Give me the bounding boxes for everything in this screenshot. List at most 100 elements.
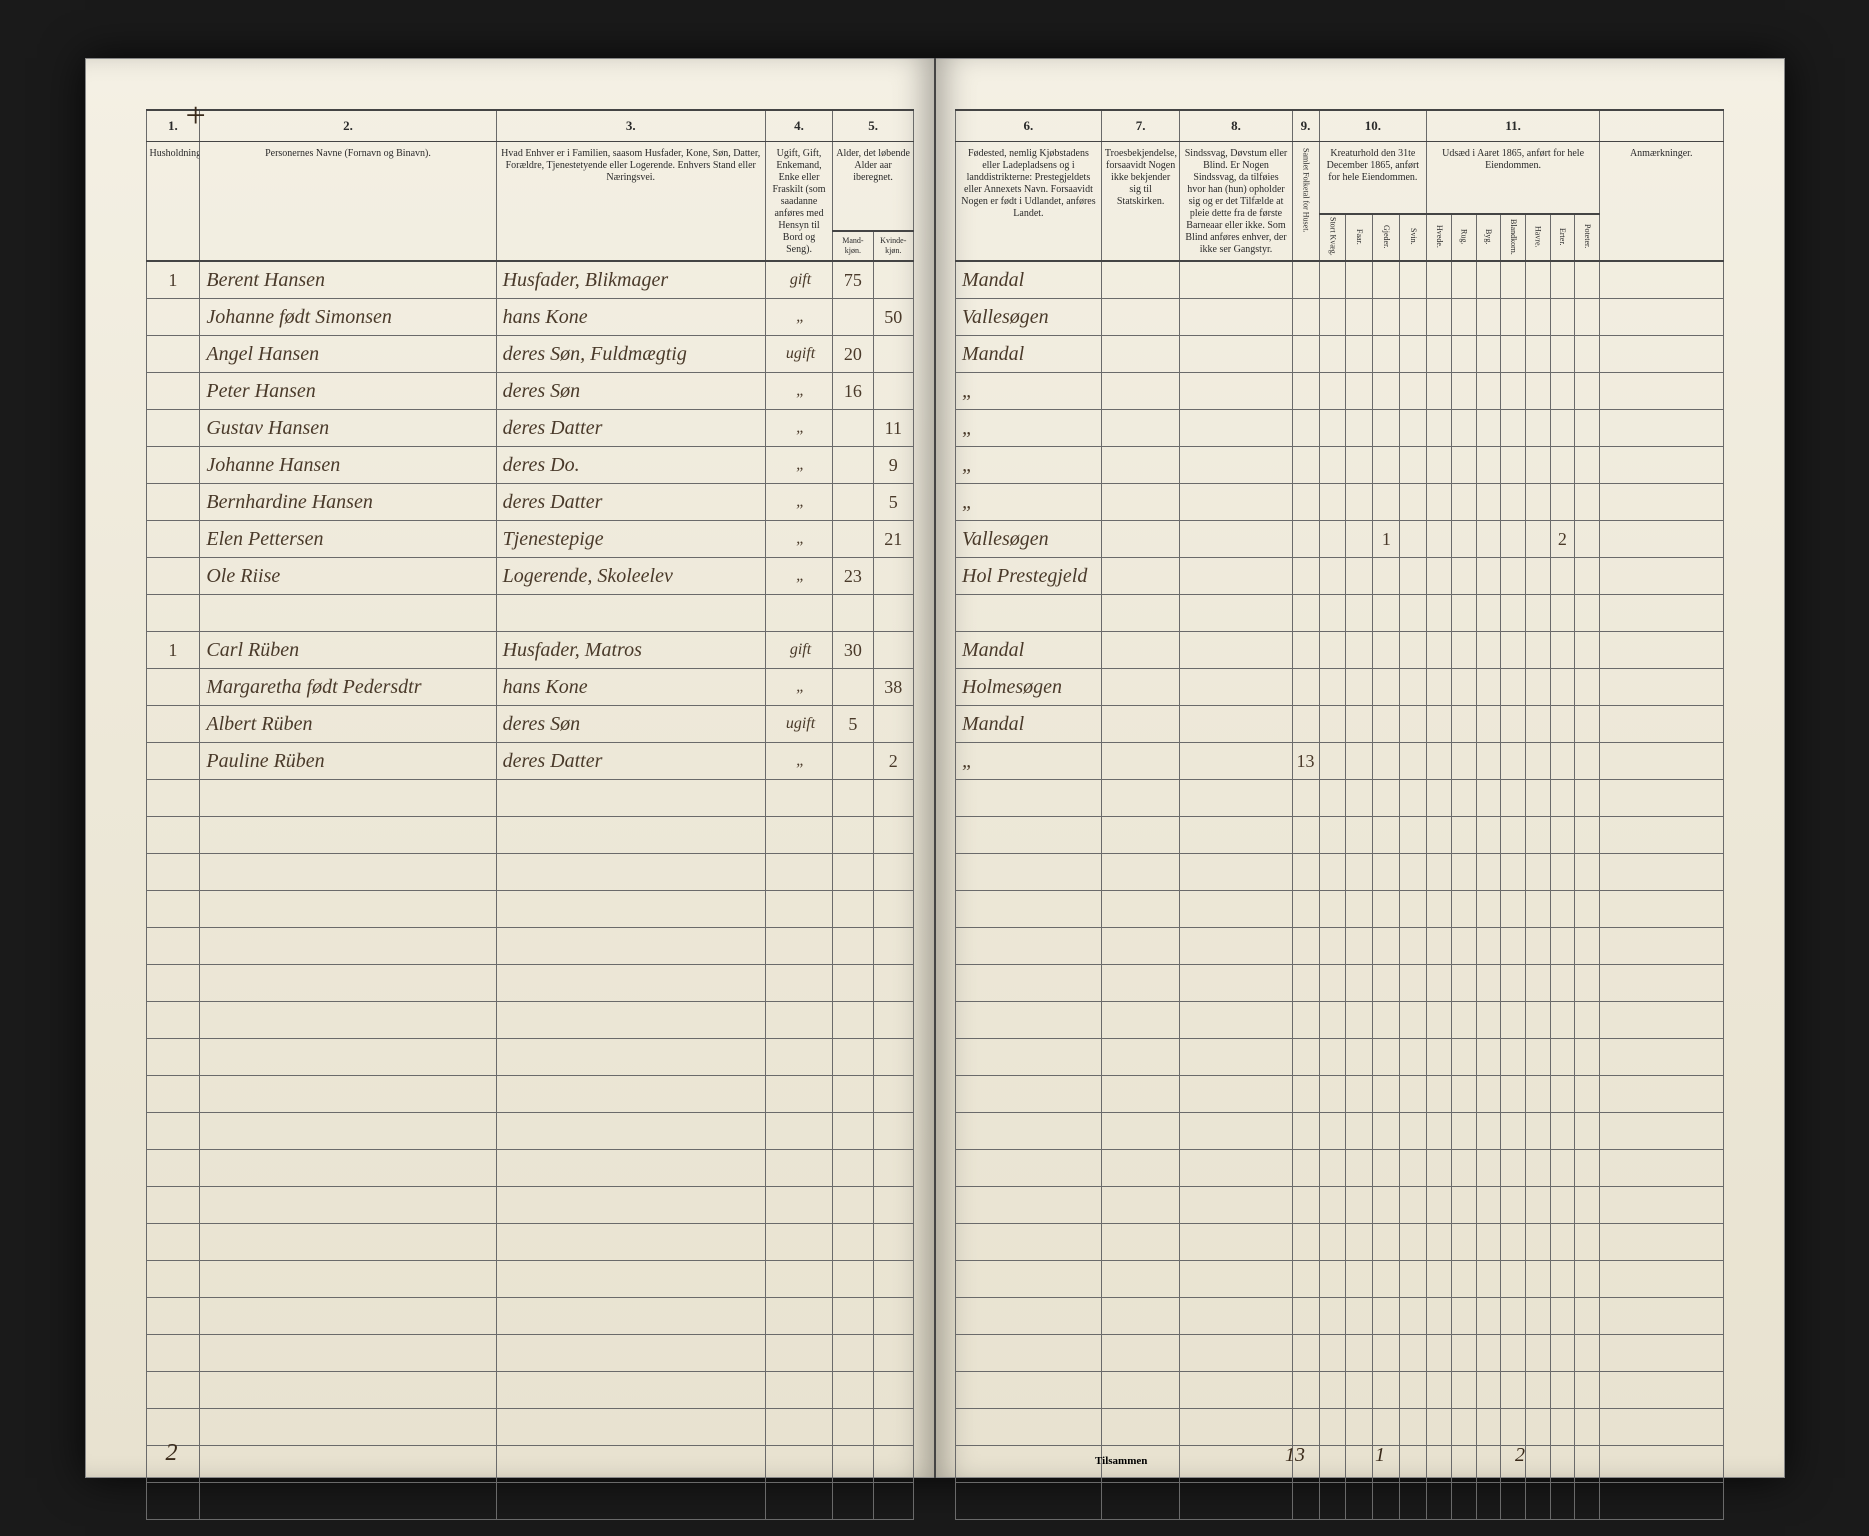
cell-birthplace: „ bbox=[956, 484, 1102, 521]
table-row: Ole RiiseLogerende, Skoleelev„23 bbox=[146, 558, 914, 595]
cell-seed-1 bbox=[1451, 447, 1476, 484]
table-row: 1Carl RübenHusfader, Matrosgift30 bbox=[146, 632, 914, 669]
cell-seed-1 bbox=[1451, 336, 1476, 373]
colnum-2: 2. bbox=[200, 110, 496, 142]
cell-livestock-0 bbox=[1319, 595, 1346, 632]
cell-age-m bbox=[833, 484, 873, 521]
cell-faith bbox=[1101, 484, 1180, 521]
cell-name: Elen Pettersen bbox=[200, 521, 496, 558]
cell-age-m bbox=[833, 743, 873, 780]
cell-seed-5 bbox=[1550, 706, 1575, 743]
cell-livestock-1 bbox=[1346, 299, 1373, 336]
cell-name: Peter Hansen bbox=[200, 373, 496, 410]
table-row: Albert Rübenderes Sønugift5 bbox=[146, 706, 914, 743]
cell-seed-5 bbox=[1550, 373, 1575, 410]
cell-role: Husfader, Blikmager bbox=[496, 261, 765, 299]
cell-age-f: 21 bbox=[873, 521, 913, 558]
cell-hh bbox=[146, 447, 200, 484]
cell-seed-6 bbox=[1575, 447, 1600, 484]
cell-age-f: 50 bbox=[873, 299, 913, 336]
cell-seed-1 bbox=[1451, 558, 1476, 595]
cell-livestock-3 bbox=[1400, 373, 1427, 410]
cell-age-f: 5 bbox=[873, 484, 913, 521]
cell-hh bbox=[146, 336, 200, 373]
cell-age-f bbox=[873, 595, 913, 632]
table-row-empty bbox=[146, 1113, 914, 1150]
cell-civil: „ bbox=[765, 521, 832, 558]
table-row-empty bbox=[956, 1372, 1724, 1409]
table-row-empty bbox=[956, 1298, 1724, 1335]
cell-faith bbox=[1101, 261, 1180, 299]
cell-remarks bbox=[1599, 299, 1723, 336]
cell-role: Tjenestepige bbox=[496, 521, 765, 558]
table-row-empty bbox=[956, 1335, 1724, 1372]
cell-name: Albert Rüben bbox=[200, 706, 496, 743]
cell-seed-0 bbox=[1427, 706, 1452, 743]
cell-seed-5 bbox=[1550, 484, 1575, 521]
cell-age-m bbox=[833, 447, 873, 484]
cell-seed-6 bbox=[1575, 558, 1600, 595]
cell-role bbox=[496, 595, 765, 632]
cell-age-f: 11 bbox=[873, 410, 913, 447]
cross-mark: + bbox=[186, 94, 206, 136]
cell-total bbox=[1292, 595, 1319, 632]
cell-hh bbox=[146, 484, 200, 521]
table-row-empty bbox=[146, 854, 914, 891]
cell-birthplace: Vallesøgen bbox=[956, 299, 1102, 336]
table-row-empty bbox=[146, 780, 914, 817]
cell-seed-0 bbox=[1427, 743, 1452, 780]
cell-livestock-0 bbox=[1319, 669, 1346, 706]
cell-livestock-0 bbox=[1319, 373, 1346, 410]
sub-11-5: Erter. bbox=[1550, 214, 1575, 261]
sub-10-2: Gjeder. bbox=[1373, 214, 1400, 261]
cell-seed-2 bbox=[1476, 632, 1501, 669]
cell-livestock-1 bbox=[1346, 261, 1373, 299]
cell-livestock-1 bbox=[1346, 669, 1373, 706]
cell-name: Johanne Hansen bbox=[200, 447, 496, 484]
cell-livestock-1 bbox=[1346, 558, 1373, 595]
cell-seed-3 bbox=[1501, 706, 1526, 743]
sub-11-1: Rug. bbox=[1451, 214, 1476, 261]
cell-seed-5 bbox=[1550, 447, 1575, 484]
cell-livestock-2 bbox=[1373, 595, 1400, 632]
table-row: Mandal bbox=[956, 706, 1724, 743]
cell-seed-2 bbox=[1476, 484, 1501, 521]
cell-seed-4 bbox=[1525, 521, 1550, 558]
cell-livestock-1 bbox=[1346, 484, 1373, 521]
cell-disab bbox=[1180, 336, 1292, 373]
cell-livestock-0 bbox=[1319, 632, 1346, 669]
subheader-5a: Mand-kjøn. bbox=[833, 231, 873, 261]
cell-name: Johanne født Simonsen bbox=[200, 299, 496, 336]
colnum-8: 8. bbox=[1180, 110, 1292, 142]
table-row: Johanne Hansenderes Do.„9 bbox=[146, 447, 914, 484]
cell-faith bbox=[1101, 299, 1180, 336]
table-row: Gustav Hansenderes Datter„11 bbox=[146, 410, 914, 447]
total-c10c: 1 bbox=[1375, 1444, 1385, 1467]
cell-hh: 1 bbox=[146, 261, 200, 299]
cell-faith bbox=[1101, 743, 1180, 780]
header-1: Husholdninger. bbox=[146, 142, 200, 262]
left-page: + 1. 2. 3. 4. 5. Husholdninger. Personer… bbox=[85, 58, 935, 1478]
cell-age-m: 5 bbox=[833, 706, 873, 743]
cell-seed-0 bbox=[1427, 595, 1452, 632]
cell-civil: „ bbox=[765, 558, 832, 595]
cell-birthplace: „ bbox=[956, 743, 1102, 780]
cell-livestock-0 bbox=[1319, 706, 1346, 743]
colnum-7: 7. bbox=[1101, 110, 1180, 142]
cell-remarks bbox=[1599, 706, 1723, 743]
cell-seed-0 bbox=[1427, 261, 1452, 299]
cell-name: Angel Hansen bbox=[200, 336, 496, 373]
cell-livestock-3 bbox=[1400, 447, 1427, 484]
table-row bbox=[956, 595, 1724, 632]
cell-livestock-2 bbox=[1373, 447, 1400, 484]
table-row-empty bbox=[146, 891, 914, 928]
cell-seed-2 bbox=[1476, 669, 1501, 706]
cell-seed-0 bbox=[1427, 336, 1452, 373]
table-row: Mandal bbox=[956, 632, 1724, 669]
cell-seed-6 bbox=[1575, 743, 1600, 780]
cell-civil bbox=[765, 595, 832, 632]
table-row: „13 bbox=[956, 743, 1724, 780]
cell-livestock-2 bbox=[1373, 373, 1400, 410]
table-row: Holmesøgen bbox=[956, 669, 1724, 706]
cell-seed-3 bbox=[1501, 595, 1526, 632]
